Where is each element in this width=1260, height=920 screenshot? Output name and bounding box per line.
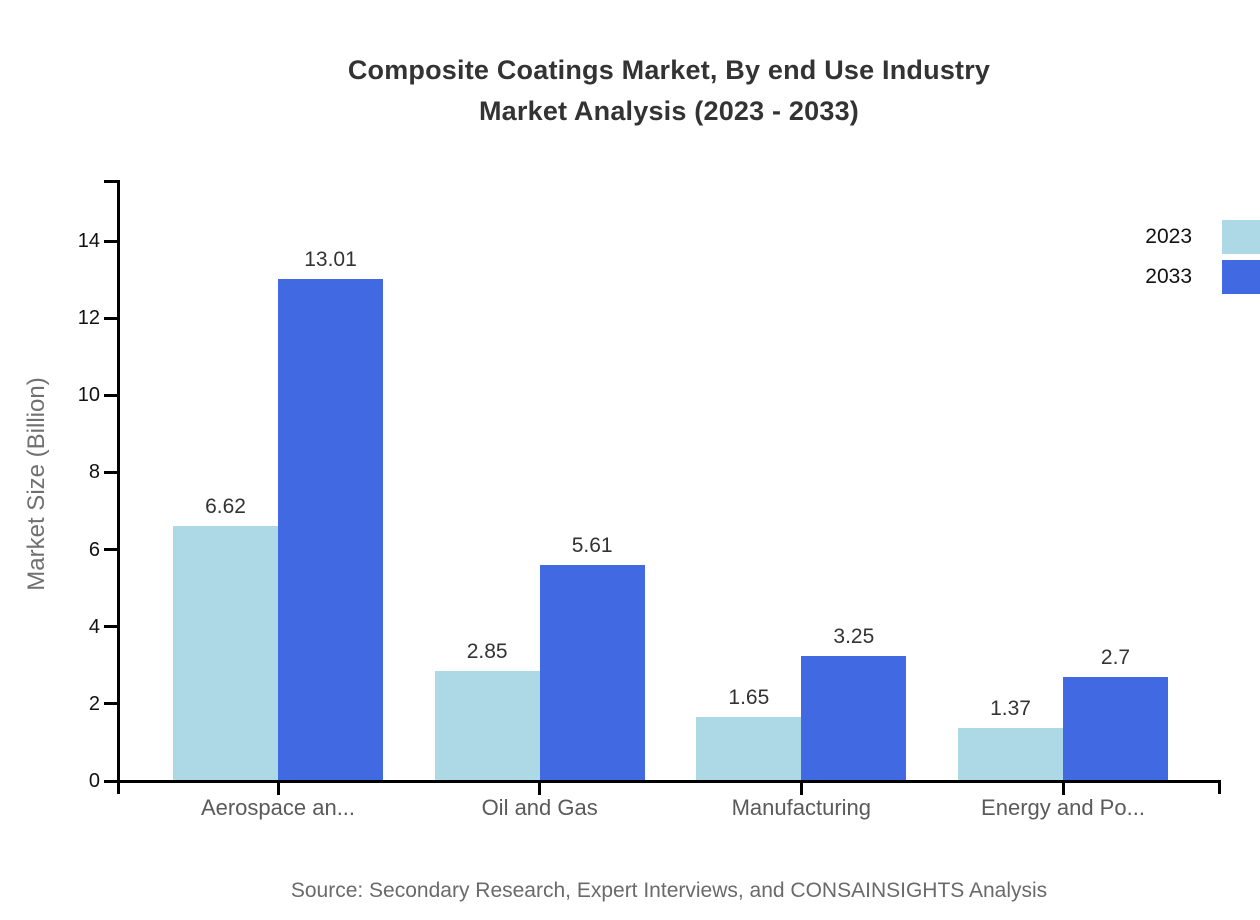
bar-value-label: 1.65	[728, 686, 770, 710]
y-tick	[104, 702, 117, 706]
y-tick	[104, 393, 117, 397]
y-tick-label: 0	[88, 770, 100, 792]
x-tick-label: Oil and Gas	[481, 795, 598, 820]
bar-value-label: 1.37	[990, 697, 1031, 721]
bar-value-label: 2.7	[1100, 645, 1131, 669]
legend-swatch	[1222, 220, 1260, 254]
x-tick-label: Manufacturing	[731, 795, 872, 820]
y-tick-label: 8	[88, 461, 100, 484]
x-tick	[799, 783, 803, 795]
y-tick-label: 2	[88, 692, 100, 715]
x-tick-label: Energy and Po...	[981, 795, 1145, 820]
bar-2033-energy-and-po-	[1063, 676, 1168, 781]
y-tick	[104, 548, 117, 552]
chart-title-line1: Composite Coatings Market, By end Use In…	[347, 55, 991, 85]
bar-value-label: 5.61	[571, 533, 613, 557]
bar-value-label: 2.85	[466, 640, 508, 664]
x-tick	[538, 783, 542, 795]
y-axis-top-cap	[104, 180, 117, 183]
legend-item-2023: 2023	[1145, 220, 1260, 254]
y-tick-label: 4	[88, 615, 100, 638]
x-axis-line	[104, 780, 1221, 783]
bar-2033-manufacturing	[801, 655, 907, 781]
bar-value-label: 13.01	[304, 248, 357, 272]
y-tick	[104, 470, 117, 474]
y-tick-label: 14	[77, 230, 100, 252]
y-tick	[104, 779, 117, 783]
source-note: Source: Secondary Research, Expert Inter…	[290, 879, 1048, 902]
legend-item-2033: 2033	[1145, 260, 1260, 294]
bar-2023-aerospace-an-	[173, 525, 278, 781]
legend: 2023 2033	[1145, 220, 1260, 294]
y-tick-label: 10	[77, 384, 100, 407]
bar-2023-manufacturing	[696, 717, 802, 781]
y-axis-line	[117, 180, 120, 794]
x-tick	[1061, 783, 1065, 795]
chart-title-line2: Market Analysis (2023 - 2033)	[478, 96, 859, 126]
x-axis-end-cap	[1218, 780, 1221, 794]
legend-swatch	[1222, 260, 1260, 294]
bar-2023-energy-and-po-	[958, 728, 1063, 781]
bar-2033-oil-and-gas	[539, 564, 645, 781]
y-tick-label: 6	[88, 538, 100, 561]
y-tick	[104, 316, 117, 320]
bar-value-label: 3.25	[833, 624, 875, 648]
chart-title: Composite Coatings Market, By end Use In…	[117, 50, 1221, 132]
y-tick	[104, 625, 117, 629]
y-tick	[104, 239, 117, 243]
legend-label: 2033	[1145, 265, 1192, 288]
bar-value-label: 6.62	[205, 494, 246, 518]
bar-2033-aerospace-an-	[278, 279, 383, 781]
bar-2023-oil-and-gas	[434, 671, 540, 781]
x-tick	[276, 783, 280, 795]
legend-label: 2023	[1145, 225, 1192, 248]
y-tick-label: 12	[77, 307, 100, 330]
x-tick-label: Aerospace an...	[200, 795, 356, 820]
